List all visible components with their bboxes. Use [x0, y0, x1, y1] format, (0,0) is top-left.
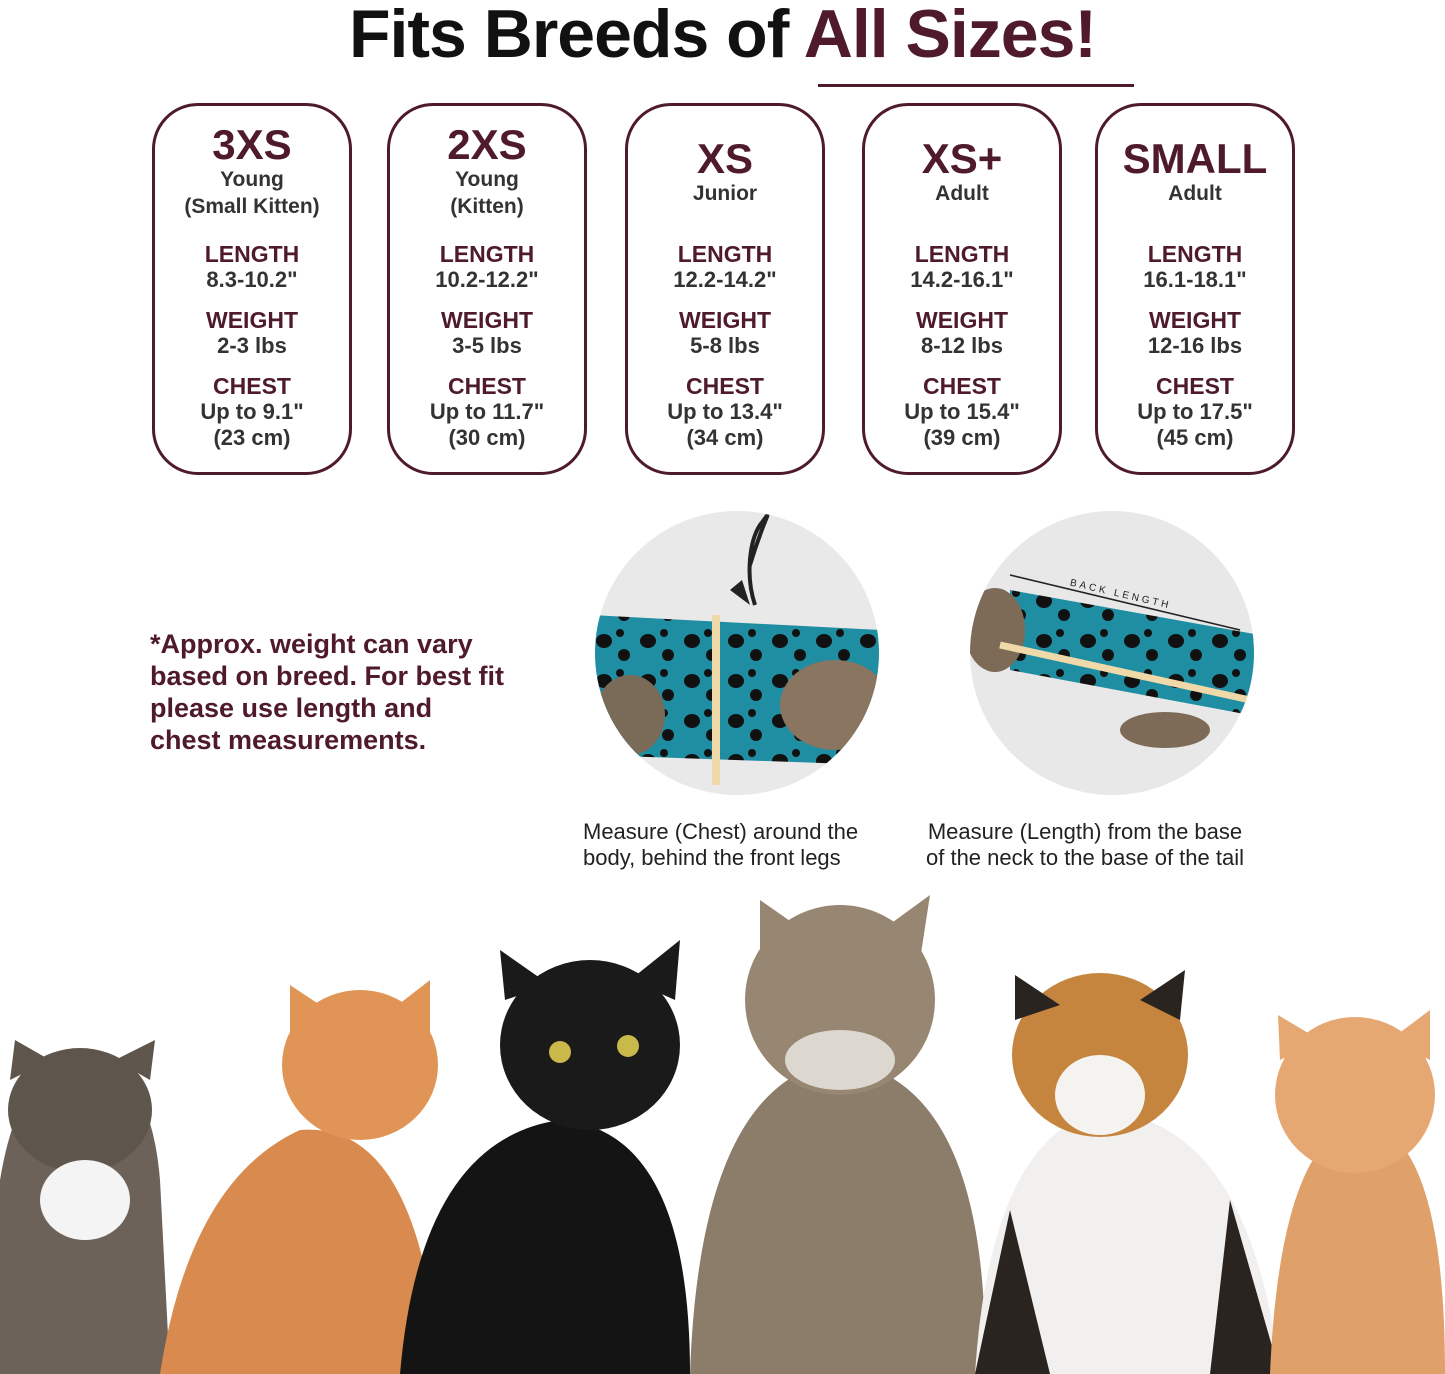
- note-line: *Approx. weight can vary: [150, 629, 473, 659]
- card-head: SMALL Adult: [1098, 106, 1292, 234]
- measure-value: Up to 13.4": [667, 399, 783, 424]
- measure-label: CHEST: [213, 373, 291, 399]
- chest-caption: Measure (Chest) around the body, behind t…: [583, 819, 858, 871]
- size-subtitle: Junior: [692, 181, 758, 205]
- title: Fits Breeds of All Sizes!: [0, 0, 1445, 68]
- size-subtitle: Adult: [935, 181, 989, 205]
- measure-photos: BACK LENGTH: [595, 511, 1254, 795]
- measurements: LENGTH 10.2-12.2" WEIGHT 3-5 lbs CHEST Up to …: [390, 242, 584, 451]
- measure-label: LENGTH: [914, 241, 1010, 267]
- size-subtitle: (Small Kitten): [184, 195, 320, 218]
- measurements: LENGTH 14.2-16.1" WEIGHT 8-12 lbs CHEST Up to…: [865, 242, 1059, 451]
- caption-line: body, behind the front legs: [583, 845, 841, 870]
- size-name: 3XS: [212, 121, 292, 168]
- measure-value: 2-3 lbs: [217, 333, 287, 358]
- measure-label: CHEST: [1156, 373, 1234, 399]
- measure-value: (23 cm): [213, 425, 291, 450]
- length-photo: BACK LENGTH: [970, 511, 1254, 795]
- note-line: based on breed. For best fit: [150, 661, 505, 691]
- measure-value: (45 cm): [1156, 425, 1234, 450]
- size-card: XS Junior LENGTH 12.2-14.2" WEIGHT 5-8 lbs CHE…: [625, 103, 825, 475]
- measurements: LENGTH 12.2-14.2" WEIGHT 5-8 lbs CHEST Up to …: [628, 242, 822, 451]
- measure-value: (34 cm): [686, 425, 764, 450]
- size-name: XS: [696, 134, 754, 182]
- measure-label: LENGTH: [439, 241, 535, 267]
- measure-label: CHEST: [923, 373, 1001, 399]
- size-name: SMALL: [1122, 134, 1268, 182]
- size-subtitle: (Kitten): [450, 195, 524, 218]
- measure-label: WEIGHT: [1149, 307, 1241, 333]
- note-line: please use length and: [150, 693, 433, 723]
- measure-label: LENGTH: [204, 241, 300, 267]
- measure-value: (30 cm): [448, 425, 526, 450]
- cats-photo: [0, 895, 1445, 1374]
- measurements: LENGTH 8.3-10.2" WEIGHT 2-3 lbs CHEST Up to 9…: [155, 242, 349, 451]
- card-head: 3XS Young (Small Kitten): [155, 106, 349, 234]
- cat: [0, 1040, 170, 1374]
- measure-value: 8-12 lbs: [921, 333, 1003, 358]
- fit-note: *Approx. weight can vary based on breed. …: [150, 628, 504, 756]
- measure-label: LENGTH: [677, 241, 773, 267]
- measure-value: 16.1-18.1": [1143, 267, 1247, 292]
- measure-value: (39 cm): [923, 425, 1001, 450]
- size-name: XS+: [921, 134, 1003, 182]
- measure-value: 14.2-16.1": [910, 267, 1014, 292]
- measure-value: 3-5 lbs: [452, 333, 522, 358]
- cat: [690, 895, 986, 1374]
- title-highlight: All Sizes!: [803, 0, 1097, 72]
- measure-label: WEIGHT: [679, 307, 771, 333]
- card-head: XS+ Adult: [865, 106, 1059, 234]
- size-card: 2XS Young (Kitten) LENGTH 10.2-12.2" WEIGHT 3-…: [387, 103, 587, 475]
- size-name: 2XS: [447, 121, 527, 168]
- measure-label: CHEST: [448, 373, 526, 399]
- measure-value: 12-16 lbs: [1147, 333, 1243, 358]
- card-head: XS Junior: [628, 106, 822, 234]
- cat: [975, 970, 1280, 1374]
- measure-value: Up to 15.4": [904, 399, 1020, 424]
- size-subtitle: Young: [220, 168, 284, 191]
- chest-photo: [595, 511, 879, 795]
- caption-line: Measure (Length) from the base: [927, 819, 1243, 844]
- measure-value: Up to 17.5": [1137, 399, 1253, 424]
- measure-label: WEIGHT: [206, 307, 298, 333]
- size-card: XS+ Adult LENGTH 14.2-16.1" WEIGHT 8-12 lbs CH…: [862, 103, 1062, 475]
- note-line: chest measurements.: [150, 725, 427, 755]
- caption-line: of the neck to the base of the tail: [926, 845, 1244, 870]
- measure-value: Up to 9.1": [200, 399, 304, 424]
- title-plain: Fits Breeds of: [348, 0, 789, 72]
- title-underline: [818, 84, 1134, 87]
- measure-value: 12.2-14.2": [673, 267, 777, 292]
- cat: [400, 940, 690, 1374]
- measure-label: CHEST: [686, 373, 764, 399]
- measure-label: WEIGHT: [441, 307, 533, 333]
- measure-value: Up to 11.7": [429, 399, 545, 424]
- size-subtitle: Adult: [1168, 181, 1222, 205]
- measure-value: 8.3-10.2": [206, 267, 298, 292]
- measure-value: 10.2-12.2": [435, 267, 539, 292]
- length-caption: Measure (Length) from the base of the nec…: [926, 819, 1244, 871]
- measurements: LENGTH 16.1-18.1" WEIGHT 12-16 lbs CHEST Up t…: [1098, 242, 1292, 451]
- cat: [1270, 1010, 1445, 1374]
- size-card: SMALL Adult LENGTH 16.1-18.1" WEIGHT 12-16 lb…: [1095, 103, 1295, 475]
- measure-value: 5-8 lbs: [690, 333, 760, 358]
- measure-label: LENGTH: [1147, 241, 1243, 267]
- cat: [160, 980, 440, 1374]
- caption-line: Measure (Chest) around the: [583, 819, 859, 844]
- size-card: 3XS Young (Small Kitten) LENGTH 8.3-10.2" WEI…: [152, 103, 352, 475]
- measure-label: WEIGHT: [916, 307, 1008, 333]
- card-head: 2XS Young (Kitten): [390, 106, 584, 234]
- size-subtitle: Young: [455, 168, 519, 191]
